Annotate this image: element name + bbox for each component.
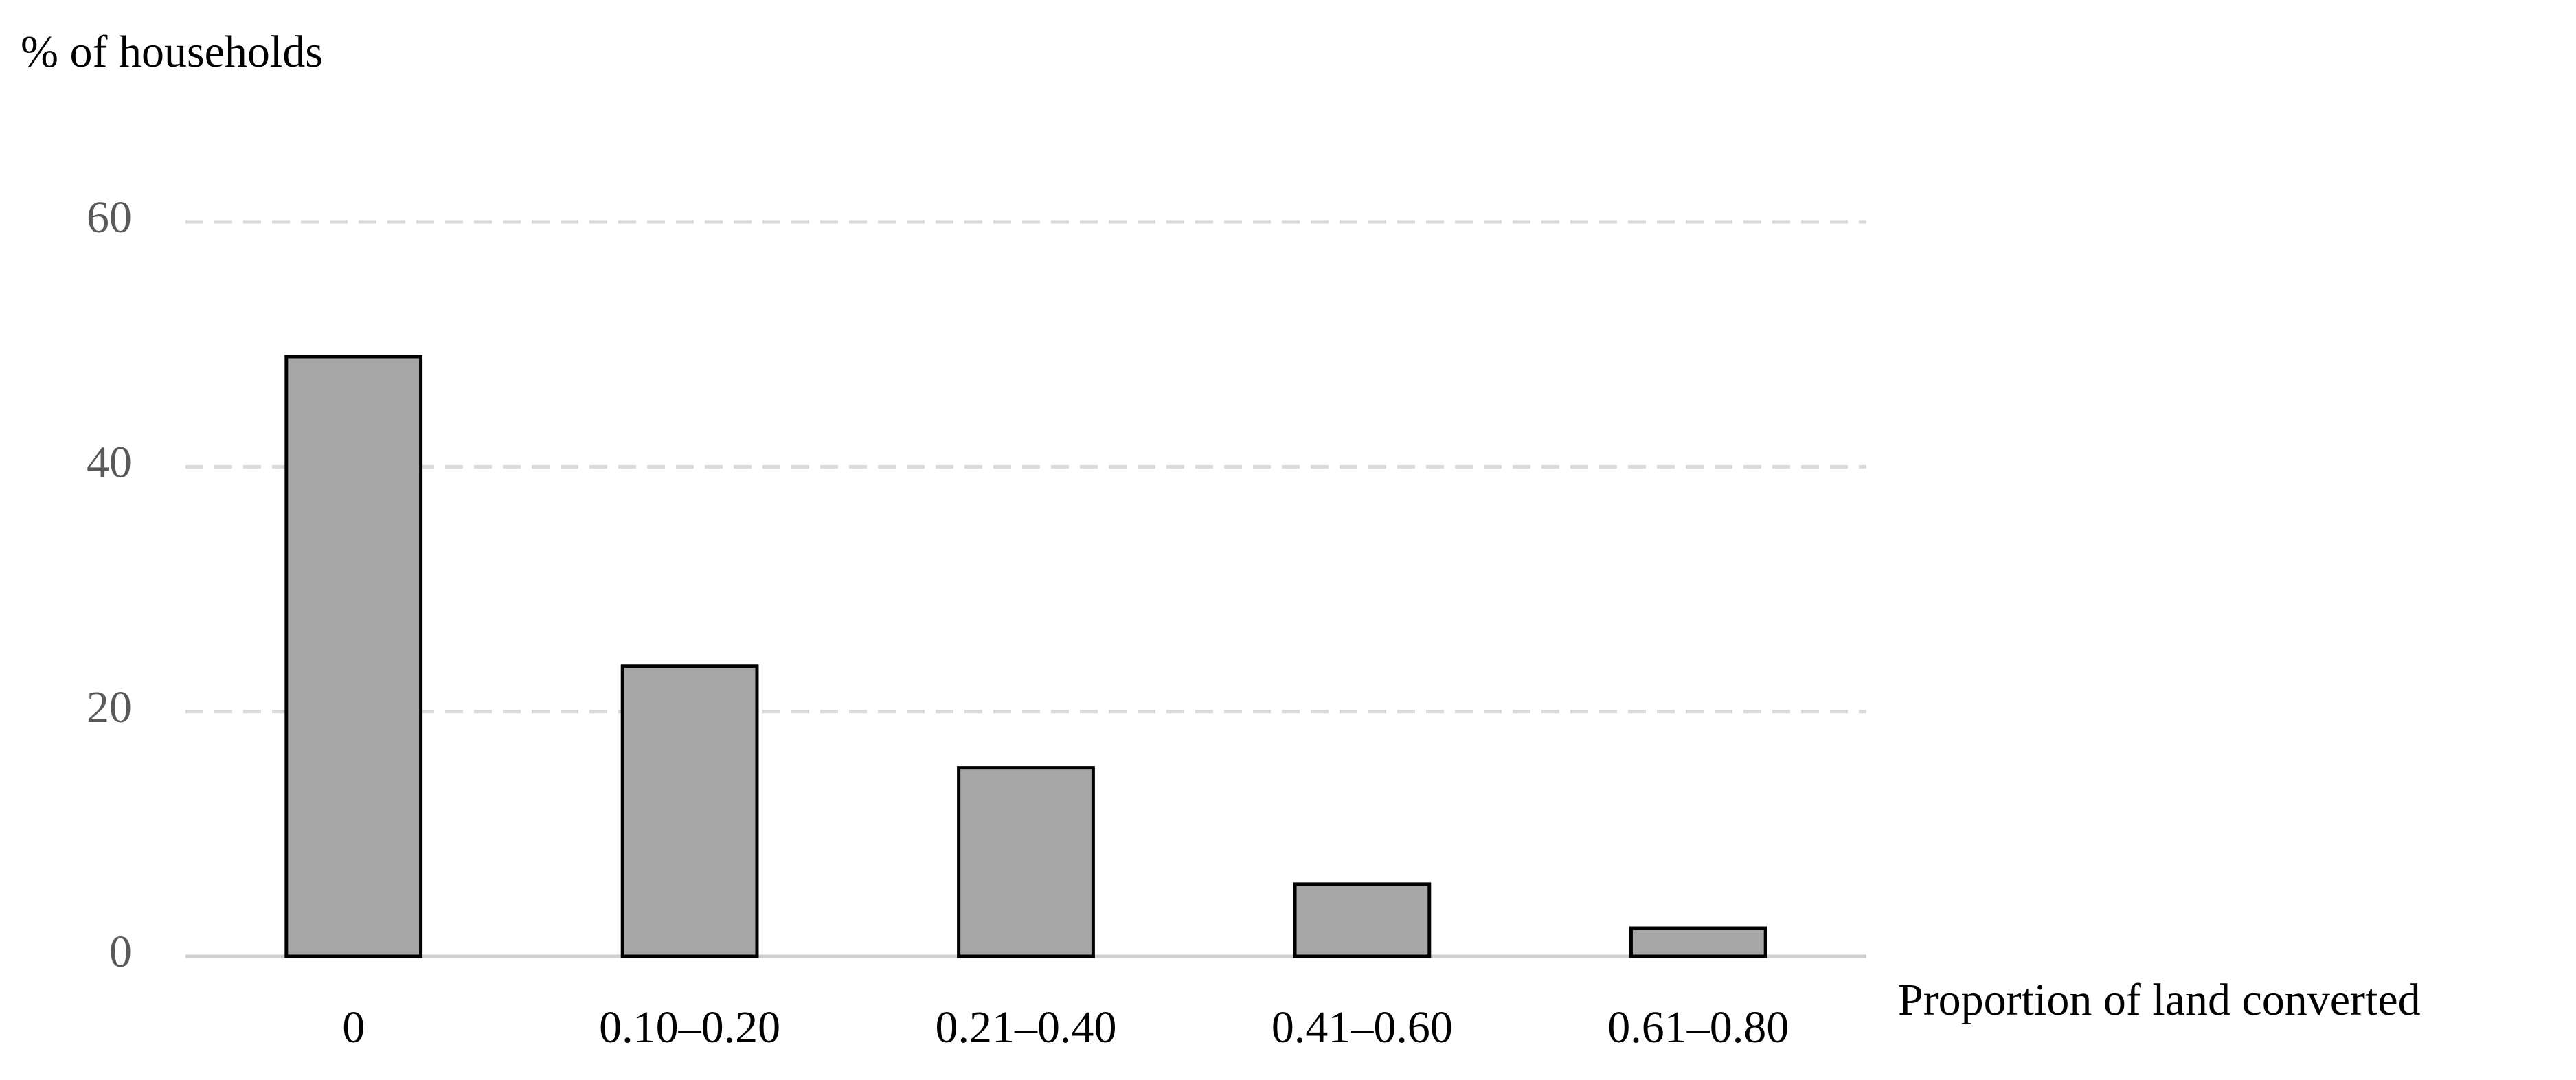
x-axis-title: Proportion of land converted [1898, 975, 2421, 1025]
y-tick-label: 0 [109, 927, 132, 977]
bar [620, 664, 759, 958]
bar [957, 766, 1095, 958]
y-axis-title: % of households [21, 27, 323, 77]
bar [1293, 882, 1432, 958]
bar [284, 355, 423, 958]
x-tick-label: 0.10–0.20 [599, 1002, 780, 1053]
x-tick-label: 0.21–0.40 [936, 1002, 1117, 1053]
y-tick-label: 60 [87, 192, 132, 243]
x-tick-label: 0.61–0.80 [1607, 1002, 1789, 1053]
x-tick-label: 0 [342, 1002, 365, 1053]
bar [1629, 926, 1767, 958]
y-tick-label: 40 [87, 437, 132, 487]
x-tick-label: 0.41–0.60 [1272, 1002, 1453, 1053]
y-tick-label: 20 [87, 682, 132, 732]
